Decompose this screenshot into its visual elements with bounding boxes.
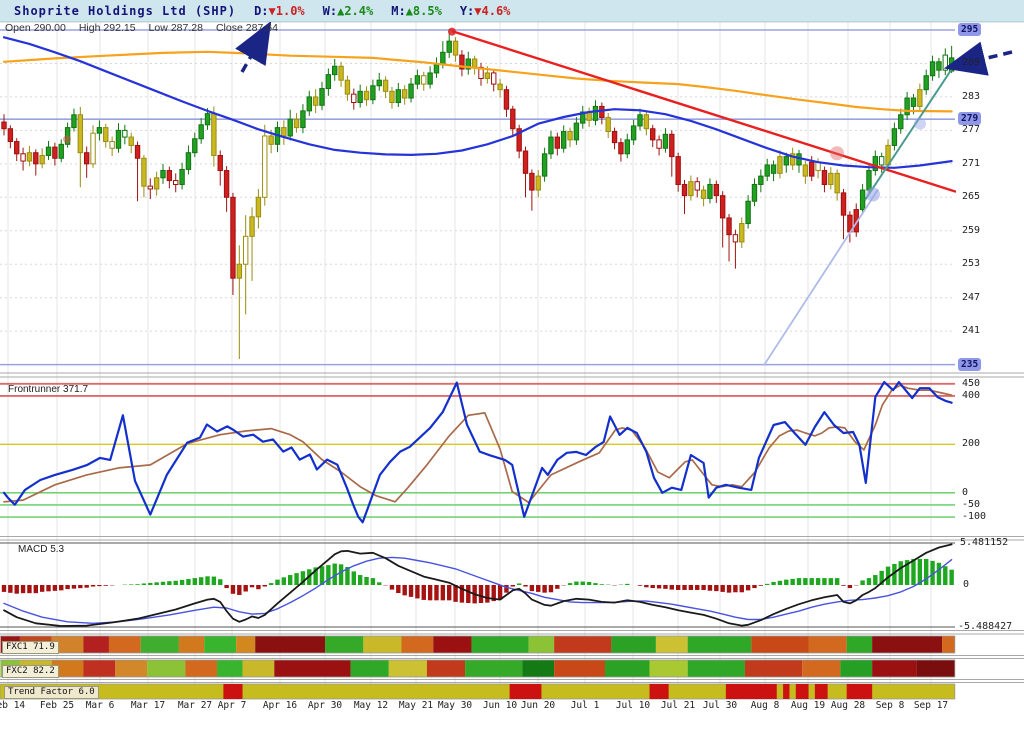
price-tick: 259 (962, 224, 981, 236)
change-monthly: M:▲8.5% (391, 3, 442, 18)
date-tick: Jun 10 (482, 700, 518, 711)
date-tick: Apr 16 (262, 700, 298, 711)
fxc2-label: FXC2 82.2 (2, 665, 59, 678)
date-tick: Feb 25 (39, 700, 75, 711)
date-tick: Mar 6 (85, 700, 115, 711)
price-tick: 247 (962, 291, 981, 303)
price-badge: 235 (958, 357, 982, 371)
long-up-trendline[interactable] (763, 189, 879, 366)
date-tick: Jul 30 (702, 700, 738, 711)
open-value: Open 290.00 (5, 22, 66, 34)
trend-factor-label: Trend Factor 6.0 (4, 686, 99, 699)
frontrunner-tick: 450 (962, 377, 981, 389)
change-weekly: W:▲2.4% (322, 3, 374, 18)
date-tick: Apr 30 (307, 700, 343, 711)
price-badge: 295 (958, 23, 982, 36)
price-tick: 271 (962, 157, 981, 169)
fxc1-label: FXC1 71.9 (2, 641, 59, 654)
macd-axis-top: 5.481152 (960, 536, 1009, 548)
date-tick: Sep 8 (875, 700, 905, 711)
date-tick: Mar 27 (177, 700, 213, 711)
date-tick: Jul 1 (570, 700, 600, 711)
date-tick: Jun 20 (520, 700, 556, 711)
marker-circle (866, 187, 880, 202)
dashed-arrow (943, 41, 1013, 76)
marker-circle (914, 117, 926, 130)
fxc2-strip (0, 659, 956, 678)
dashed-arrow (235, 20, 272, 73)
date-tick: Aug 19 (790, 700, 826, 711)
date-tick: Aug 8 (750, 700, 780, 711)
date-tick: Jul 21 (660, 700, 696, 711)
macd-panel (0, 542, 955, 628)
trend-factor-strip (0, 683, 956, 700)
frontrunner-panel (0, 381, 955, 524)
price-tick: 241 (962, 325, 981, 337)
down-trendline[interactable] (451, 29, 956, 193)
candles (1, 28, 955, 360)
frontrunner-tick: 0 (962, 486, 969, 498)
date-tick: Feb 14 (0, 700, 26, 711)
high-value: High 292.15 (78, 22, 136, 34)
marker-circle (63, 135, 71, 144)
date-tick: Sep 17 (913, 700, 949, 711)
price-tick: 277 (962, 124, 981, 136)
marker-circle (830, 146, 844, 161)
change-daily: D:▼1.0% (254, 3, 305, 18)
price-tick: 253 (962, 258, 981, 270)
ohlc-bar: Open 290.00 High 292.15 Low 287.28 Close 287… (5, 22, 281, 34)
low-value: Low 287.28 (148, 22, 203, 34)
price-tick: 283 (962, 90, 981, 102)
date-tick: May 30 (437, 700, 473, 711)
macd-label: MACD 5.3 (18, 544, 65, 555)
macd-axis-zero: 0 (963, 579, 970, 590)
price-tick: 289 (962, 57, 981, 69)
marker-circle (448, 27, 456, 36)
date-tick: Jul 10 (615, 700, 651, 711)
macd-axis-bottom: -5.488427 (958, 621, 1013, 633)
gridlines (0, 21, 1024, 699)
date-tick: Aug 28 (830, 700, 866, 711)
frontrunner-tick: 400 (962, 389, 981, 401)
frontrunner-label: Frontrunner 371.7 (8, 384, 89, 395)
frontrunner-tick: 200 (962, 438, 981, 450)
date-tick: Mar 17 (130, 700, 166, 711)
frontrunner-tick: -100 (962, 511, 987, 523)
date-tick: May 21 (398, 700, 434, 711)
date-tick: May 12 (353, 700, 389, 711)
arrow-annotations (235, 20, 1013, 76)
up-trendline[interactable] (864, 69, 952, 201)
fxc1-strip (0, 635, 956, 654)
title-bar: Shoprite Holdings Ltd (SHP) D:▼1.0% W:▲2… (0, 0, 1024, 22)
price-badge: 279 (958, 112, 982, 126)
price-panel (0, 27, 956, 366)
change-yearly: Y:▼4.6% (459, 3, 511, 18)
frontrunner-tick: -50 (962, 498, 981, 510)
price-tick: 265 (962, 191, 981, 203)
close-value: Close 287.64 (215, 22, 278, 34)
instrument-title: Shoprite Holdings Ltd (SHP) (14, 3, 237, 18)
date-tick: Apr 7 (217, 700, 247, 711)
